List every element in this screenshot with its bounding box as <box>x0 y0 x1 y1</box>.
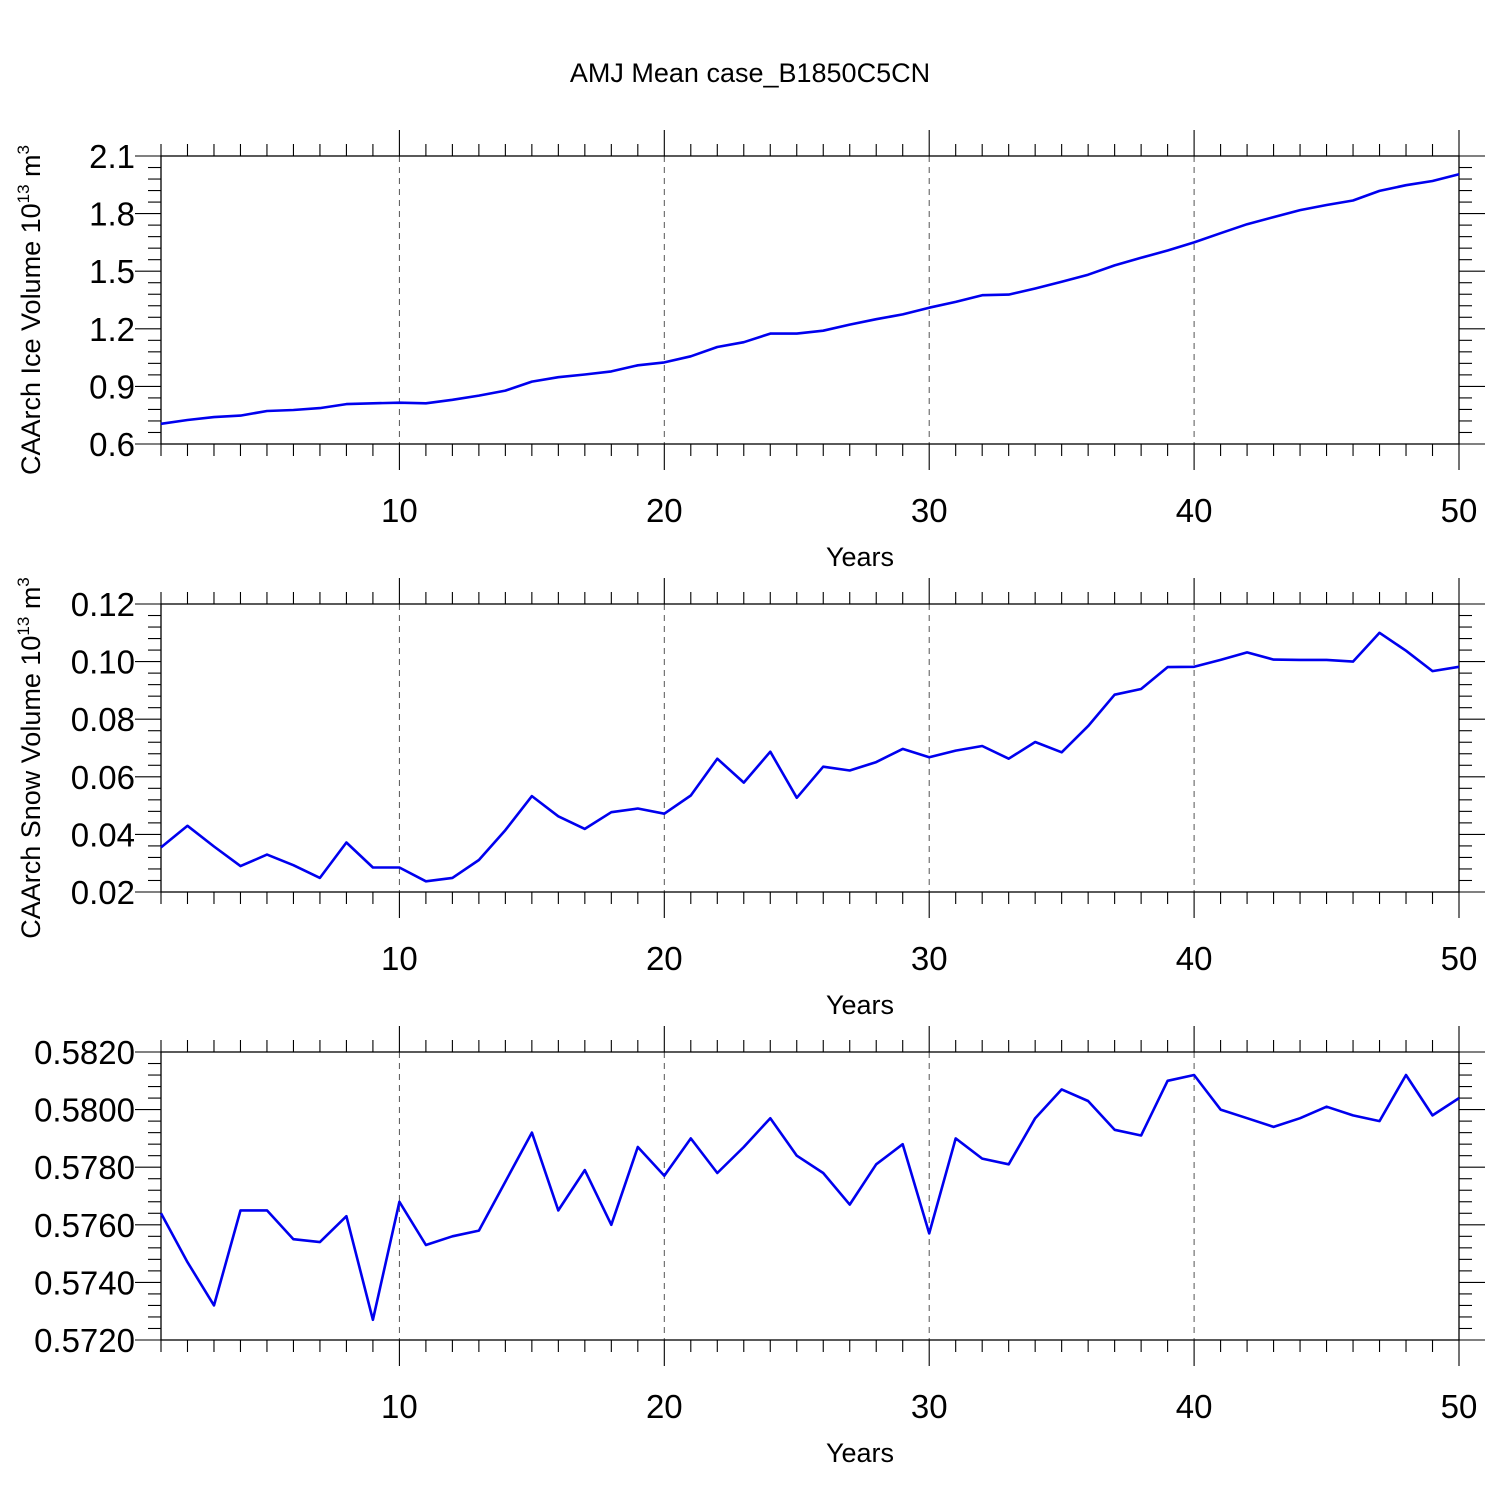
series-line <box>160 172 1460 426</box>
chart-title: AMJ Mean case_B1850C5CN <box>570 58 930 88</box>
y-axis-title: CAArch Ice Volume 1013 m3 <box>14 145 46 475</box>
y-tick-label: 1.2 <box>89 311 135 348</box>
y-tick-label: 0.06 <box>71 759 135 796</box>
x-tick-label: 20 <box>646 492 683 529</box>
panel-third-variable: 10 20 30 40 50 0.5720 0.5740 0.5760 0.5780 0.5800… <box>34 1026 1485 1468</box>
y-axis-title-text: CAArch Ice Volume 10 <box>16 203 46 475</box>
x-tick-label: 50 <box>1441 940 1478 977</box>
y-tick-label: 0.5740 <box>34 1264 135 1301</box>
y-tick-label: 0.5760 <box>34 1207 135 1244</box>
y-axis-title-exponent: 13 <box>14 617 33 636</box>
plot-frame <box>160 155 1460 445</box>
y-tick-label: 0.10 <box>71 644 135 681</box>
y-tick-label: 0.5820 <box>34 1034 135 1071</box>
x-tick-label: 50 <box>1441 492 1478 529</box>
y-tick-label: 0.5780 <box>34 1149 135 1186</box>
y-tick-label: 1.5 <box>89 253 135 290</box>
x-tick-label: 10 <box>381 492 418 529</box>
x-axis-title: Years <box>826 542 894 572</box>
panel-ice-volume: 10 20 30 40 50 0.6 0.9 1.2 1.5 1.8 2.1 Years CAArch … <box>14 130 1485 572</box>
y-tick-label: 0.5720 <box>34 1322 135 1359</box>
y-tick-label: 1.8 <box>89 196 135 233</box>
y-tick-label: 0.02 <box>71 874 135 911</box>
x-tick-label: 20 <box>646 1388 683 1425</box>
x-tick-label: 10 <box>381 1388 418 1425</box>
y-axis-title: CAArch Snow Volume 1013 m3 <box>14 577 46 939</box>
y-axis-title-unit: m <box>16 154 46 184</box>
y-tick-label: 0.04 <box>71 816 135 853</box>
y-axis-title-text: CAArch Snow Volume 10 <box>16 636 46 939</box>
x-tick-label: 10 <box>381 940 418 977</box>
y-tick-label: 0.12 <box>71 586 135 623</box>
x-tick-label: 40 <box>1176 940 1213 977</box>
plot-frame <box>160 1051 1460 1341</box>
y-tick-label: 0.08 <box>71 701 135 738</box>
x-tick-label: 30 <box>911 1388 948 1425</box>
x-axis-title: Years <box>826 990 894 1020</box>
x-tick-label: 40 <box>1176 1388 1213 1425</box>
panel-snow-volume: 10 20 30 40 50 0.02 0.04 0.06 0.08 0.10 0.12 Years C… <box>14 577 1485 1020</box>
plot-frame <box>160 603 1460 893</box>
y-axis-title-unit-exponent: 3 <box>14 145 33 154</box>
x-axis-title: Years <box>826 1438 894 1468</box>
y-axis-title-unit-exponent: 3 <box>14 577 33 586</box>
x-tick-label: 30 <box>911 940 948 977</box>
x-tick-label: 20 <box>646 940 683 977</box>
y-tick-label: 2.1 <box>89 138 135 175</box>
y-tick-label: 0.9 <box>89 368 135 405</box>
y-axis-title-unit: m <box>16 587 46 617</box>
x-tick-label: 30 <box>911 492 948 529</box>
series-line <box>159 1073 1460 1322</box>
series-line <box>160 631 1460 883</box>
y-tick-label: 0.5800 <box>34 1092 135 1129</box>
x-tick-label: 50 <box>1441 1388 1478 1425</box>
y-tick-label: 0.6 <box>89 426 135 463</box>
y-axis-title-exponent: 13 <box>14 184 33 203</box>
x-tick-label: 40 <box>1176 492 1213 529</box>
